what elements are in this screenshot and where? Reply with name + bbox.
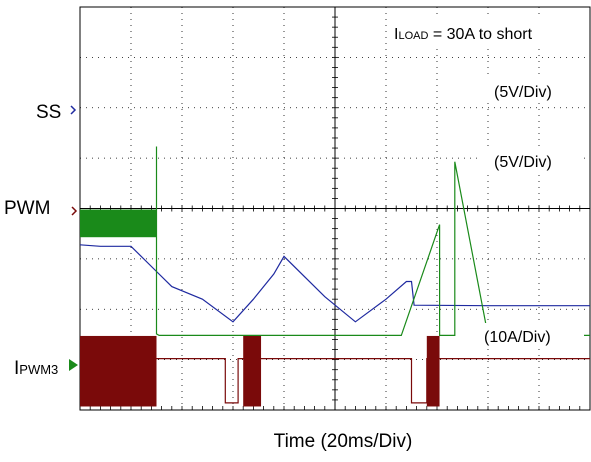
ground-marker-ss xyxy=(70,105,77,115)
x-axis-label: Time (20ms/Div) xyxy=(274,431,413,452)
pwm-burst xyxy=(80,335,157,407)
annotation-main: I xyxy=(394,26,398,43)
scale-label-pwm-text: (5V/Div) xyxy=(494,154,552,171)
channel-label-ipwm3-sub: PWM3 xyxy=(19,362,58,377)
pwm-burst xyxy=(426,335,440,407)
channel-label-ipwm3: IPWM3 xyxy=(14,358,58,379)
ground-marker-pwm xyxy=(71,206,78,216)
channel-label-ipwm3-main: I xyxy=(14,358,19,379)
annotation-load: ILOAD = 30A to short xyxy=(388,18,584,44)
trace-line xyxy=(80,146,590,336)
scale-label-pwm: (5V/Div) xyxy=(480,148,584,172)
annotation-rest: = 30A to short xyxy=(428,26,532,43)
current-switching-band xyxy=(80,209,157,238)
ground-marker-ipwm3 xyxy=(69,359,78,371)
traces xyxy=(79,146,590,407)
svg-text:ILOAD = 30A to short: ILOAD = 30A to short xyxy=(394,26,533,43)
scale-label-ipwm3: (10A/Div) xyxy=(470,323,584,347)
trace-line xyxy=(156,358,590,404)
pwm-burst xyxy=(243,335,262,407)
channel-label-ss: SS xyxy=(36,102,61,123)
trace-1 xyxy=(80,335,590,407)
scale-label-ss-text: (5V/Div) xyxy=(494,84,552,101)
scale-label-ss: (5V/Div) xyxy=(480,78,584,102)
trace-0 xyxy=(79,244,590,323)
annotation-sub: LOAD xyxy=(398,30,428,42)
grid xyxy=(79,6,591,411)
scale-label-ipwm3-text: (10A/Div) xyxy=(484,329,551,346)
trace-2 xyxy=(80,146,590,336)
trace-line xyxy=(79,244,590,323)
channel-label-pwm: PWM xyxy=(4,198,50,219)
